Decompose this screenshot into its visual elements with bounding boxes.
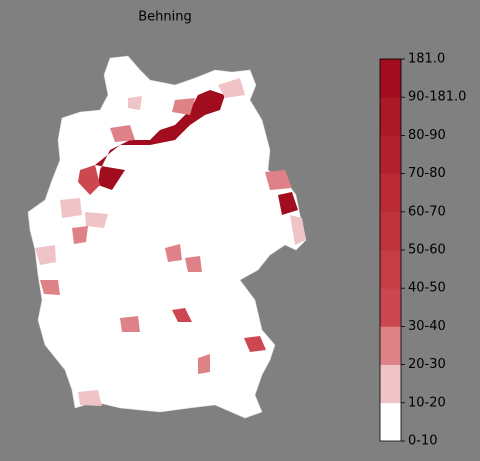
region: [198, 354, 210, 374]
region: [172, 98, 195, 115]
colorbar-segment: [380, 211, 401, 251]
colorbar-segment: [380, 326, 401, 365]
colorbar: 0-10 10-20 20-30 30-40 40-50 50-60 60-70 70-80 8…: [379, 52, 466, 449]
region: [78, 390, 102, 406]
map-title: Behning: [138, 10, 192, 25]
region: [290, 215, 306, 245]
colorbar-segment: [380, 250, 401, 289]
region: [128, 96, 142, 110]
colorbar-label: 50-60: [408, 243, 446, 258]
region: [120, 316, 140, 332]
colorbar-segment: [380, 59, 401, 98]
region: [110, 125, 135, 142]
colorbar-segment: [380, 402, 401, 442]
region: [40, 280, 60, 295]
colorbar-segment: [380, 135, 401, 174]
colorbar-label: 30-40: [408, 319, 446, 334]
colorbar-label: 70-80: [408, 166, 446, 181]
region: [185, 256, 202, 272]
region: [265, 170, 292, 190]
region: [218, 78, 245, 98]
colorbar-label: 40-50: [408, 281, 446, 296]
colorbar-segment: [380, 288, 401, 327]
colorbar-label: 90-181.0: [408, 90, 466, 105]
colorbar-label: 80-90: [408, 128, 446, 143]
colorbar-label: 10-20: [408, 395, 446, 410]
colorbar-label: 60-70: [408, 204, 446, 219]
region: [172, 308, 192, 322]
region: [244, 336, 266, 352]
colorbar-label: 0-10: [408, 434, 438, 449]
region: [72, 226, 88, 244]
colorbar-label: 181.0: [408, 52, 445, 67]
region: [60, 198, 82, 218]
colorbar-label: 20-30: [408, 357, 446, 372]
country-outline: [27, 55, 307, 419]
region: [95, 90, 225, 190]
colorbar-segment: [380, 364, 401, 404]
region: [78, 165, 100, 195]
colorbar-segment: [380, 173, 401, 213]
region: [278, 192, 298, 215]
region: [165, 244, 182, 262]
map: [27, 55, 307, 419]
region: [85, 212, 108, 228]
region: [35, 245, 56, 265]
colorbar-segment: [380, 97, 401, 136]
